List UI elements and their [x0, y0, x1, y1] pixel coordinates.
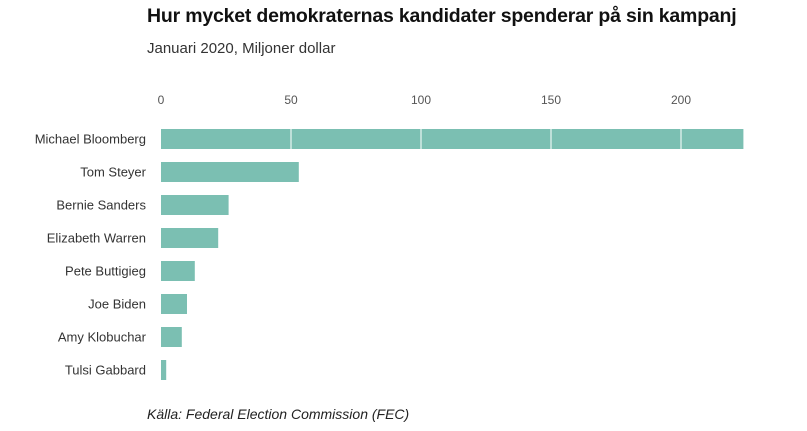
bar-michael-bloomberg: [161, 129, 744, 149]
bar-tulsi-gabbard: [161, 360, 167, 380]
bar-joe-biden: [161, 294, 187, 314]
category-label-michael-bloomberg: Michael Bloomberg: [35, 132, 146, 147]
x-tick-label-0: 0: [158, 93, 165, 107]
category-label-joe-biden: Joe Biden: [88, 297, 146, 312]
chart-subtitle: Januari 2020, Miljoner dollar: [147, 40, 336, 57]
category-label-bernie-sanders: Bernie Sanders: [56, 198, 146, 213]
x-ticks-group: 0 50 100 150 200: [158, 93, 692, 107]
category-label-tom-steyer: Tom Steyer: [80, 165, 146, 180]
x-tick-label-200: 200: [671, 93, 691, 107]
source-note: Källa: Federal Election Commission (FEC): [147, 406, 410, 422]
category-label-pete-buttigieg: Pete Buttigieg: [65, 264, 146, 279]
category-labels-group: Michael Bloomberg Tom Steyer Bernie Sander…: [35, 132, 147, 378]
x-tick-label-100: 100: [411, 93, 431, 107]
x-tick-label-50: 50: [284, 93, 298, 107]
chart-title: Hur mycket demokraternas kandidater spen…: [147, 5, 737, 27]
bar-tom-steyer: [161, 162, 299, 182]
category-label-amy-klobuchar: Amy Klobuchar: [58, 330, 147, 345]
gridlines-group: [290, 128, 682, 150]
category-label-elizabeth-warren: Elizabeth Warren: [47, 231, 146, 246]
x-tick-label-150: 150: [541, 93, 561, 107]
category-label-tulsi-gabbard: Tulsi Gabbard: [65, 363, 146, 378]
bar-elizabeth-warren: [161, 228, 219, 248]
bar-amy-klobuchar: [161, 327, 182, 347]
bar-pete-buttigieg: [161, 261, 195, 281]
bars-group: [161, 129, 744, 380]
bar-bernie-sanders: [161, 195, 229, 215]
